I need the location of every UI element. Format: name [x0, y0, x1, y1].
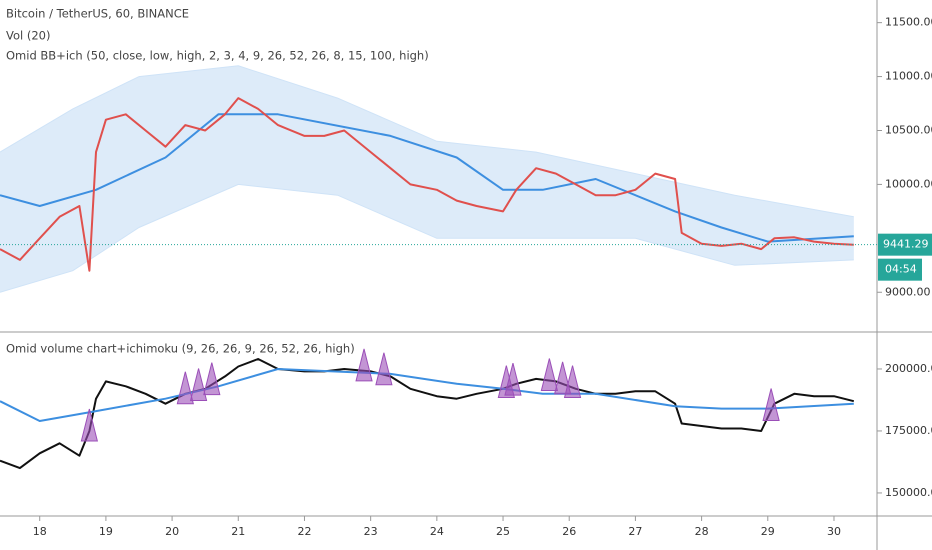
pane-subtitle: Omid BB+ich (50, close, low, high, 2, 3,…	[6, 49, 429, 63]
y-tick-label: 200000.00	[885, 362, 932, 375]
x-tick-label: 26	[562, 525, 576, 538]
signal-triangle	[563, 365, 582, 399]
x-tick-label: 19	[99, 525, 113, 538]
series-line	[0, 113, 854, 243]
signal-triangle	[375, 352, 393, 386]
x-tick-label: 30	[827, 525, 841, 538]
y-tick-label: 10500.00	[885, 123, 932, 136]
pane-title: Bitcoin / TetherUS, 60, BINANCE	[6, 7, 189, 21]
signal-triangle	[762, 388, 780, 421]
last-price-label: 9441.29	[883, 238, 929, 251]
band-upper	[0, 65, 854, 218]
signal-triangle	[189, 368, 208, 401]
x-tick-label: 25	[496, 525, 510, 538]
signal-triangle	[203, 362, 221, 396]
x-tick-label: 24	[430, 525, 444, 538]
x-tick-label: 23	[364, 525, 378, 538]
y-tick-label: 150000.00	[885, 486, 932, 499]
pane-title: Omid volume chart+ichimoku (9, 26, 26, 9…	[6, 342, 355, 356]
y-tick-label: 10000.00	[885, 177, 932, 190]
signal-triangle	[176, 371, 194, 405]
bollinger-cloud	[0, 65, 854, 293]
x-tick-label: 28	[695, 525, 709, 538]
x-tick-label: 22	[297, 525, 311, 538]
signal-triangle	[553, 361, 572, 395]
x-tick-label: 29	[761, 525, 775, 538]
x-tick-label: 20	[165, 525, 179, 538]
y-tick-label: 9000.00	[885, 285, 931, 298]
band-lower	[0, 183, 854, 293]
signal-triangle	[355, 348, 373, 382]
last-price-box	[878, 233, 932, 256]
pane-subtitle: Vol (20)	[6, 29, 50, 43]
y-tick-label: 11500.00	[885, 16, 932, 29]
y-tick-label: 175000.00	[885, 424, 932, 437]
signal-triangle	[504, 362, 522, 396]
x-tick-label: 27	[628, 525, 642, 538]
countdown-label: 04:54	[885, 263, 917, 276]
signal-triangle	[80, 408, 98, 442]
series-line	[0, 368, 854, 422]
countdown-box	[878, 258, 922, 281]
signal-triangle	[540, 358, 559, 392]
x-tick-label: 21	[231, 525, 245, 538]
x-tick-label: 18	[33, 525, 47, 538]
y-tick-label: 11000.00	[885, 70, 932, 83]
series-line	[0, 358, 855, 470]
